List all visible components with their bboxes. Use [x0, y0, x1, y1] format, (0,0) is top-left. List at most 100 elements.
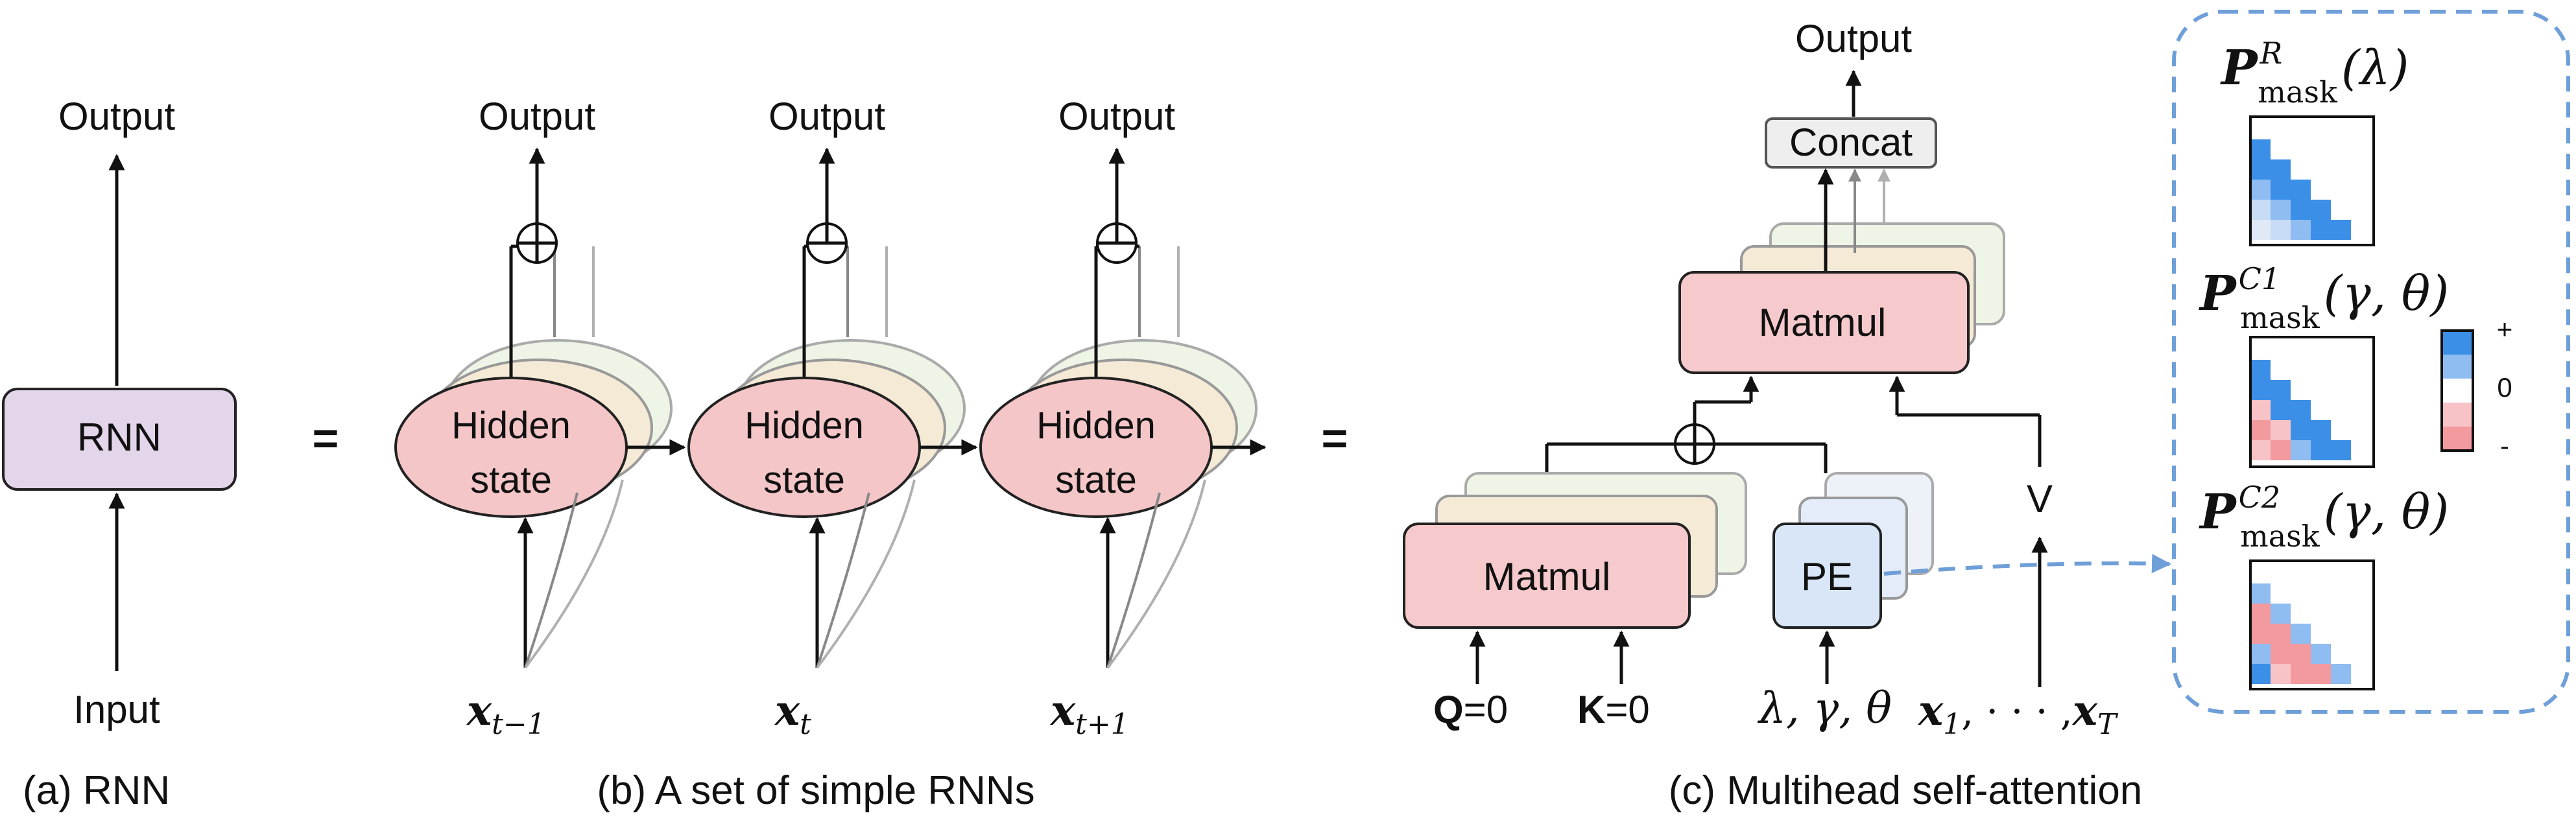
legend-minus: -: [2500, 430, 2509, 461]
k-label: K=0: [1577, 688, 1650, 731]
mask-c2-frame: [2249, 559, 2375, 690]
mask-r-cell: [2271, 220, 2291, 240]
mask-r-cell: [2250, 159, 2271, 180]
panel-a-output-label: Output: [58, 95, 175, 138]
v-label: V: [2027, 477, 2053, 521]
pe-box: [1772, 523, 1882, 629]
legend-swatch: [2442, 331, 2473, 355]
mask-r-cell: [2291, 180, 2311, 200]
mask-c1-cell: [2250, 360, 2271, 380]
mask-r-cell: [2250, 220, 2271, 240]
mask-c2-cell: [2291, 664, 2311, 684]
mask-c2-matrix: [2249, 559, 2375, 690]
mask-r-cell: [2250, 200, 2271, 220]
qk-matmul-box: [1403, 523, 1691, 629]
mask-c1-cell: [2311, 440, 2331, 460]
mask-c1-title: PC1 mask(γ, θ): [2199, 261, 2449, 335]
mask-c1-cell: [2291, 420, 2311, 440]
cell2-input-curve-1: [816, 492, 870, 668]
panel-a-caption: (a) RNN: [23, 768, 170, 813]
mask-c1-matrix: [2249, 336, 2375, 468]
mask-c1-cell: [2311, 420, 2331, 440]
panel-b: Hidden state Output Hidden state: [394, 95, 1267, 813]
mask-c1-frame: [2249, 336, 2375, 468]
mask-r-cell: [2291, 200, 2311, 220]
mask-c2-cell: [2271, 624, 2291, 644]
mask-r-cell: [2271, 180, 2291, 200]
mask-c1-cell: [2331, 440, 2351, 460]
mask-c2-cell: [2250, 664, 2271, 684]
mask-panel-border: [2172, 10, 2570, 714]
panel-c-output-label: Output: [1795, 17, 1912, 60]
legend-plus: +: [2497, 314, 2513, 344]
mask-c2-cell: [2291, 644, 2311, 664]
equals-sign-2: =: [1322, 413, 1348, 464]
mask-c1-cell: [2250, 440, 2271, 460]
panel-b-caption: (b) A set of simple RNNs: [597, 768, 1034, 813]
mask-c2-cell: [2271, 664, 2291, 684]
panel-c-caption: (c) Multihead self-attention: [1669, 768, 2143, 813]
panel-a-input-label: Input: [73, 688, 160, 731]
legend-swatch: [2442, 403, 2473, 427]
legend-swatch: [2442, 427, 2473, 451]
mask-c2-cell: [2250, 583, 2271, 604]
mask-c1-cell: [2291, 400, 2311, 420]
hidden-state-3-line2: state: [1055, 459, 1137, 501]
mask-c2-title: PC2 mask(γ, θ): [2199, 480, 2449, 554]
qk-matmul-label: Matmul: [1483, 555, 1611, 598]
mask-r-frame: [2249, 115, 2375, 246]
mask-panel: PR mask(λ) PC1 mask(γ, θ): [2172, 10, 2570, 714]
mask-c1-cell: [2271, 380, 2291, 400]
head-matmul-box: [1678, 271, 1970, 374]
mask-c1-cell: [2250, 420, 2271, 440]
pe-to-masks-dashed-arrow: [1883, 554, 2171, 576]
mask-c2-cell: [2311, 664, 2331, 684]
legend-swatch: [2442, 379, 2473, 403]
mask-r-cell: [2331, 220, 2351, 240]
mask-c2-cell: [2271, 644, 2291, 664]
mask-r-cell: [2271, 159, 2291, 180]
mask-r-cell: [2311, 200, 2331, 220]
mask-r-cell: [2250, 139, 2271, 159]
cell3-output-label: Output: [1058, 95, 1175, 138]
legend-frame: [2440, 329, 2474, 452]
mask-c1-cell: [2250, 380, 2271, 400]
mask-r-cell: [2250, 180, 2271, 200]
x-t-minus-1: xt−1: [466, 687, 545, 741]
hidden-state-1-line1: Hidden: [451, 405, 571, 447]
legend-swatch: [2442, 355, 2473, 379]
mask-r-matrix: [2249, 115, 2375, 246]
panel-c: Output Concat Matmul V Matmul: [1403, 17, 2171, 813]
mask-c2-cell: [2311, 644, 2331, 664]
mask-r-cell: [2311, 220, 2331, 240]
panel-a: Output RNN Input (a) RNN: [2, 95, 237, 813]
x-t-plus-1: xt+1: [1049, 687, 1129, 741]
mask-c2-cell: [2250, 644, 2271, 664]
head-matmul-label: Matmul: [1759, 301, 1887, 344]
cell1-input-curve-1: [524, 492, 578, 668]
mask-c2-cell: [2250, 624, 2271, 644]
mask-c2-cell: [2291, 624, 2311, 644]
concat-label: Concat: [1789, 121, 1913, 164]
legend-zero: 0: [2497, 372, 2512, 403]
mask-c1-cell: [2271, 400, 2291, 420]
mask-c1-cell: [2291, 440, 2311, 460]
rnn-cell-1: Hidden state Output: [394, 95, 673, 669]
cell2-output-label: Output: [769, 95, 885, 138]
mask-c2-cell: [2271, 604, 2291, 624]
mask-r-cell: [2271, 200, 2291, 220]
rnn-box-label: RNN: [77, 416, 161, 459]
x-sequence-label: x1, · · · ,xT: [1917, 687, 2119, 741]
rnn-cell-2: Hidden state Output: [687, 95, 966, 669]
pe-label: PE: [1801, 555, 1853, 598]
cell2-input-curve-2: [816, 479, 916, 669]
q-label: Q=0: [1433, 688, 1508, 731]
mask-c1-cell: [2271, 420, 2291, 440]
cell1-output-label: Output: [479, 95, 595, 138]
cell3-input-curve-1: [1106, 492, 1161, 668]
hidden-state-2-line1: Hidden: [745, 405, 864, 447]
mask-c2-cell: [2331, 664, 2351, 684]
mask-c1-cell: [2250, 400, 2271, 420]
color-legend: + 0 -: [2440, 314, 2513, 461]
